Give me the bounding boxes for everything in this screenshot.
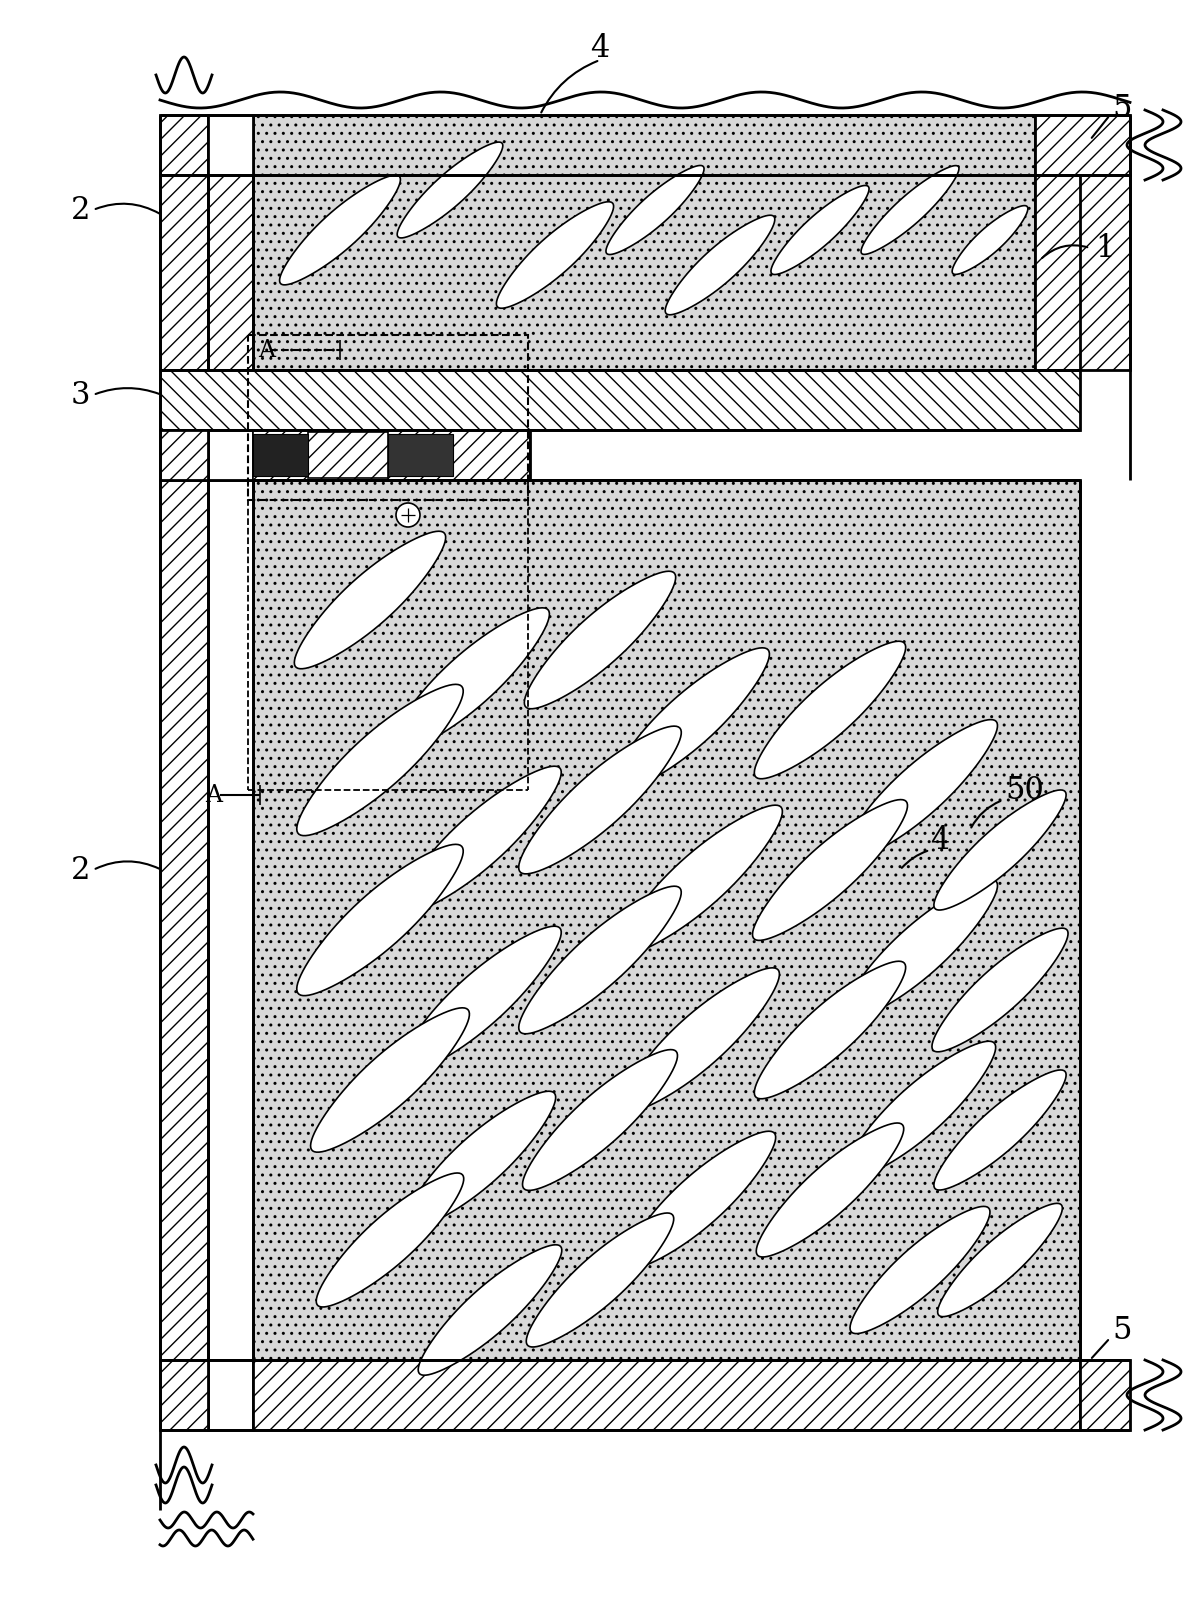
Bar [160, 115, 208, 175]
Polygon shape [497, 202, 613, 309]
Polygon shape [771, 186, 869, 275]
Text: 4: 4 [591, 32, 610, 63]
Polygon shape [419, 1245, 562, 1374]
Polygon shape [952, 205, 1028, 275]
Polygon shape [611, 648, 770, 792]
Polygon shape [844, 1041, 995, 1179]
Polygon shape [606, 165, 704, 254]
Polygon shape [842, 720, 997, 860]
Polygon shape [932, 928, 1069, 1051]
Polygon shape [624, 1132, 776, 1269]
Bar [253, 1360, 1080, 1429]
Bar [160, 430, 208, 480]
Polygon shape [527, 1213, 674, 1347]
Polygon shape [850, 1206, 990, 1334]
Polygon shape [294, 532, 446, 669]
Text: 5: 5 [1112, 1315, 1131, 1345]
Bar [253, 430, 530, 480]
Bar [253, 175, 1035, 370]
Polygon shape [311, 1007, 470, 1153]
Polygon shape [665, 215, 774, 315]
Bar [160, 1360, 208, 1429]
Bar [208, 115, 253, 175]
Bar [208, 430, 253, 480]
Bar [1035, 175, 1130, 370]
Polygon shape [296, 844, 464, 996]
Polygon shape [398, 927, 561, 1074]
Polygon shape [296, 684, 464, 836]
Polygon shape [933, 1070, 1066, 1190]
Bar [248, 335, 528, 500]
Bar [160, 175, 208, 370]
Bar [160, 370, 1080, 430]
Polygon shape [842, 880, 997, 1020]
Polygon shape [397, 142, 503, 238]
Polygon shape [518, 726, 681, 873]
Polygon shape [317, 1172, 464, 1307]
Bar [208, 480, 253, 1360]
Bar [253, 433, 308, 475]
Bar [253, 480, 1080, 1360]
Text: 2: 2 [70, 854, 90, 886]
Bar [1080, 1360, 1130, 1429]
Polygon shape [861, 165, 959, 254]
Bar [208, 1360, 253, 1429]
Polygon shape [938, 1203, 1063, 1316]
Polygon shape [933, 791, 1066, 910]
Circle shape [396, 503, 420, 527]
Text: 3: 3 [70, 380, 90, 411]
Polygon shape [524, 571, 676, 708]
Bar [308, 432, 388, 479]
Text: 4: 4 [930, 825, 949, 855]
Text: 50: 50 [1005, 775, 1044, 805]
Polygon shape [618, 805, 783, 954]
Text: A: A [259, 338, 275, 362]
Polygon shape [523, 1049, 677, 1190]
Polygon shape [752, 799, 907, 941]
Polygon shape [754, 960, 906, 1098]
Text: 1: 1 [1095, 233, 1115, 264]
Polygon shape [280, 175, 401, 285]
Text: A: A [205, 784, 222, 807]
Polygon shape [757, 1122, 904, 1256]
Bar [1035, 115, 1130, 175]
Polygon shape [518, 886, 681, 1033]
Polygon shape [754, 642, 906, 779]
Bar [253, 115, 1035, 175]
Text: 2: 2 [70, 194, 90, 225]
Bar [388, 433, 453, 475]
Bar [208, 175, 253, 370]
Polygon shape [404, 1091, 555, 1229]
Text: 5: 5 [1112, 92, 1131, 123]
Bar [160, 480, 208, 1360]
Polygon shape [620, 969, 779, 1112]
Polygon shape [390, 608, 549, 752]
Polygon shape [398, 766, 561, 914]
